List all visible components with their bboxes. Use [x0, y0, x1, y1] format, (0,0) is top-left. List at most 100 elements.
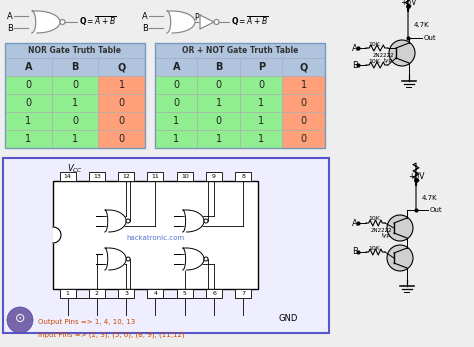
Text: 0: 0	[301, 98, 307, 108]
Text: 0: 0	[118, 134, 125, 144]
Text: 0: 0	[25, 80, 31, 90]
Text: 14: 14	[64, 174, 72, 179]
FancyBboxPatch shape	[177, 172, 193, 181]
Text: +6V: +6V	[408, 171, 424, 180]
Text: +6V: +6V	[400, 0, 416, 7]
Text: Q: Q	[300, 62, 308, 72]
Text: Out: Out	[430, 207, 443, 213]
Text: A: A	[352, 43, 358, 52]
Text: 10: 10	[181, 174, 189, 179]
Circle shape	[389, 40, 415, 66]
FancyBboxPatch shape	[198, 76, 240, 94]
Polygon shape	[182, 210, 204, 232]
FancyBboxPatch shape	[3, 158, 329, 333]
FancyBboxPatch shape	[60, 172, 76, 181]
Text: 0: 0	[258, 80, 264, 90]
FancyBboxPatch shape	[283, 94, 325, 112]
FancyBboxPatch shape	[198, 94, 240, 112]
FancyBboxPatch shape	[283, 58, 325, 76]
Text: 1: 1	[25, 134, 31, 144]
Text: 1: 1	[173, 134, 179, 144]
Text: 6: 6	[212, 291, 216, 296]
Text: 0: 0	[173, 80, 179, 90]
Polygon shape	[167, 11, 195, 33]
Text: A: A	[7, 11, 13, 20]
Text: 9: 9	[212, 174, 216, 179]
FancyBboxPatch shape	[52, 112, 98, 130]
Text: B: B	[142, 24, 148, 33]
Circle shape	[204, 219, 208, 223]
Text: 0: 0	[301, 116, 307, 126]
Text: 2N2222: 2N2222	[373, 52, 394, 58]
FancyBboxPatch shape	[155, 94, 198, 112]
FancyBboxPatch shape	[283, 76, 325, 94]
Text: 8: 8	[241, 174, 245, 179]
Text: 1: 1	[72, 134, 78, 144]
FancyBboxPatch shape	[155, 43, 325, 58]
Circle shape	[7, 307, 33, 333]
Text: NOR Gate Truth Table: NOR Gate Truth Table	[28, 46, 121, 55]
Text: A: A	[173, 62, 180, 72]
Text: 0: 0	[216, 116, 222, 126]
Text: 0: 0	[72, 80, 78, 90]
FancyBboxPatch shape	[147, 289, 164, 298]
Polygon shape	[200, 15, 214, 29]
FancyBboxPatch shape	[240, 76, 283, 94]
FancyBboxPatch shape	[155, 130, 198, 148]
Text: OR + NOT Gate Truth Table: OR + NOT Gate Truth Table	[182, 46, 298, 55]
FancyBboxPatch shape	[52, 76, 98, 94]
FancyBboxPatch shape	[5, 112, 52, 130]
Text: 1: 1	[258, 134, 264, 144]
FancyBboxPatch shape	[89, 172, 105, 181]
Text: 1: 1	[66, 291, 70, 296]
Text: P: P	[195, 12, 199, 22]
FancyBboxPatch shape	[206, 289, 222, 298]
Text: typ.: typ.	[383, 58, 394, 62]
Text: 12: 12	[122, 174, 130, 179]
Text: 1: 1	[258, 98, 264, 108]
Text: 7: 7	[241, 291, 246, 296]
Circle shape	[214, 19, 219, 25]
Text: A: A	[142, 11, 148, 20]
Polygon shape	[182, 248, 204, 270]
Text: Input Pins => (2, 3), (5, 6), (8, 9), (11,12): Input Pins => (2, 3), (5, 6), (8, 9), (1…	[38, 331, 185, 338]
FancyBboxPatch shape	[283, 130, 325, 148]
Text: 1: 1	[72, 98, 78, 108]
Text: 1: 1	[216, 134, 222, 144]
FancyBboxPatch shape	[206, 172, 222, 181]
Text: B: B	[7, 24, 13, 33]
Text: 0: 0	[301, 134, 307, 144]
FancyBboxPatch shape	[98, 130, 145, 148]
Text: 4.7K: 4.7K	[422, 195, 438, 201]
FancyBboxPatch shape	[283, 112, 325, 130]
Text: 3: 3	[124, 291, 128, 296]
Polygon shape	[53, 227, 61, 243]
Text: 0: 0	[25, 98, 31, 108]
FancyBboxPatch shape	[60, 289, 76, 298]
FancyBboxPatch shape	[236, 289, 251, 298]
Polygon shape	[105, 248, 126, 270]
Text: B: B	[352, 247, 358, 256]
FancyBboxPatch shape	[236, 172, 251, 181]
FancyBboxPatch shape	[198, 58, 240, 76]
Circle shape	[60, 19, 65, 25]
FancyBboxPatch shape	[98, 76, 145, 94]
Text: 2: 2	[95, 291, 99, 296]
FancyBboxPatch shape	[198, 112, 240, 130]
Circle shape	[126, 257, 130, 261]
FancyBboxPatch shape	[52, 58, 98, 76]
FancyBboxPatch shape	[198, 130, 240, 148]
Text: 1: 1	[173, 116, 179, 126]
Text: 2N2222: 2N2222	[370, 228, 392, 232]
Text: P: P	[258, 62, 265, 72]
Circle shape	[387, 245, 413, 271]
FancyBboxPatch shape	[118, 289, 134, 298]
Text: 0: 0	[216, 80, 222, 90]
Text: hackatronic.com: hackatronic.com	[127, 235, 184, 241]
Text: 10K: 10K	[368, 42, 380, 46]
Text: 1: 1	[216, 98, 222, 108]
Text: ⊙: ⊙	[15, 313, 25, 325]
Text: B: B	[352, 60, 358, 69]
FancyBboxPatch shape	[177, 289, 193, 298]
FancyBboxPatch shape	[240, 130, 283, 148]
